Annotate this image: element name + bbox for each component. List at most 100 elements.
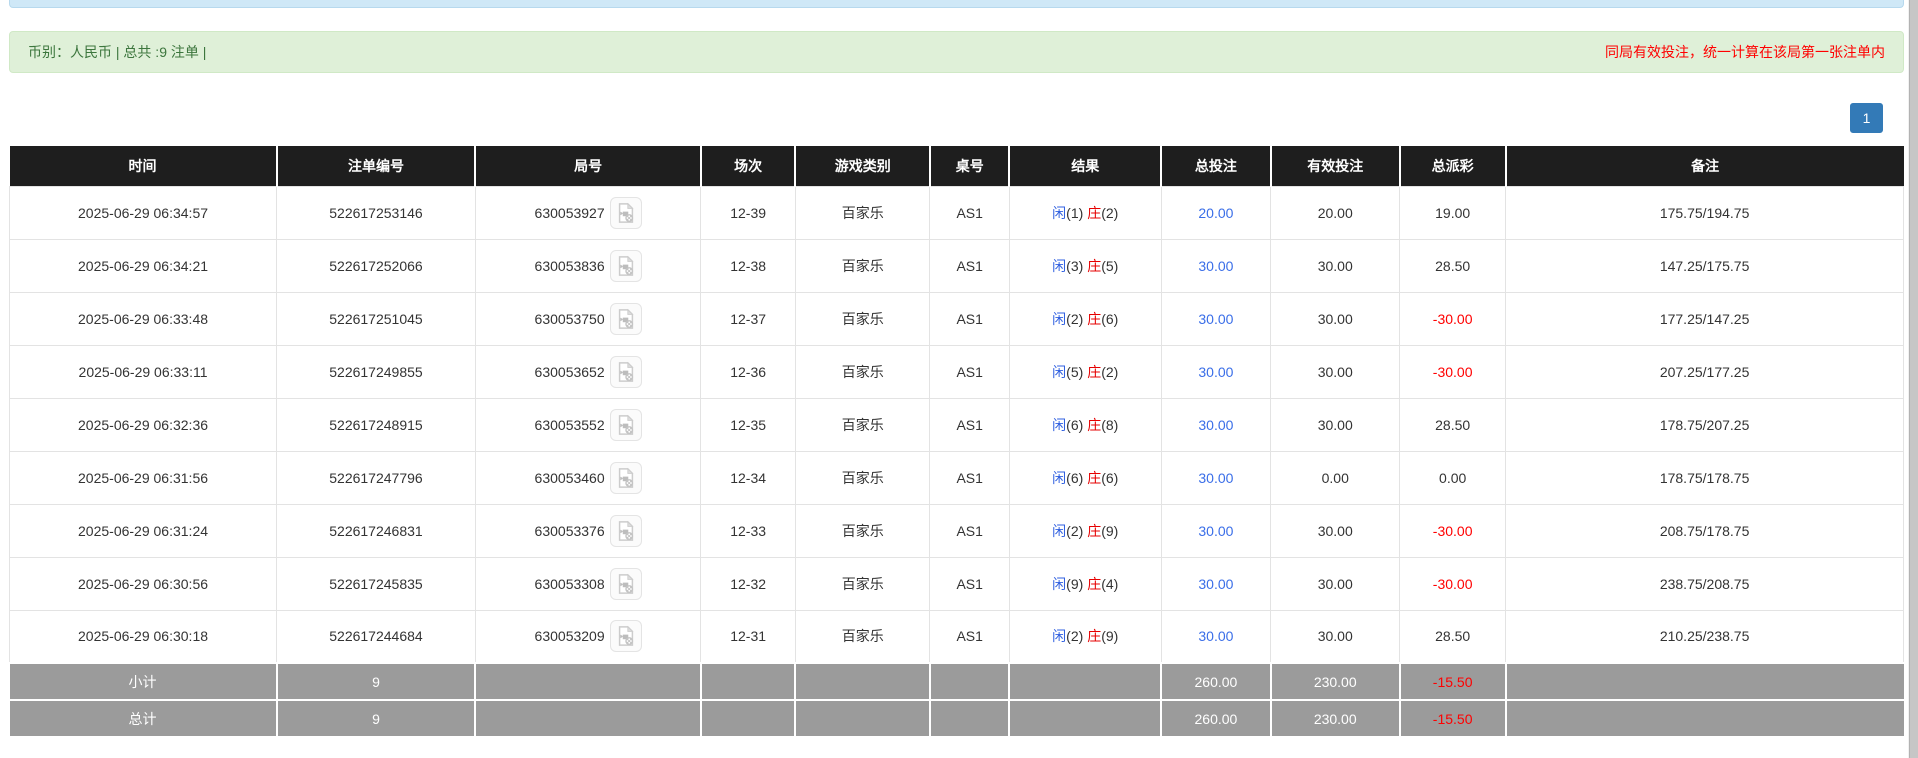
- cell-total-bet[interactable]: 30.00: [1160, 238, 1272, 293]
- cell-valid-bet: 30.00: [1270, 238, 1401, 293]
- cell-valid-bet: 30.00: [1270, 291, 1401, 346]
- cell-result: 闲(3) 庄(5): [1008, 238, 1162, 293]
- cell-total-bet[interactable]: 30.00: [1160, 344, 1272, 399]
- cell-session: 12-35: [700, 397, 796, 452]
- result-banker-label: 庄: [1087, 416, 1102, 433]
- cell-result: 闲(1) 庄(2): [1008, 185, 1162, 240]
- summary-label: 总计: [9, 699, 278, 738]
- video-replay-button[interactable]: [609, 302, 642, 335]
- result-banker-score: (9): [1101, 628, 1119, 645]
- cell-time: 2025-06-29 06:34:57: [8, 185, 278, 240]
- round-number-text: 630053209: [534, 628, 605, 645]
- result-player-score: (1): [1066, 204, 1084, 221]
- header-remark: 备注: [1504, 146, 1904, 186]
- video-replay-button[interactable]: [609, 249, 642, 282]
- round-number-text: 630053927: [534, 204, 605, 221]
- result-banker-score: (4): [1101, 575, 1119, 592]
- result-player-score: (2): [1066, 522, 1084, 539]
- cell-total-bet[interactable]: 30.00: [1160, 291, 1272, 346]
- round-number-text: 630053836: [534, 257, 605, 274]
- header-time: 时间: [9, 146, 277, 186]
- cell-total-bet[interactable]: 30.00: [1160, 503, 1272, 558]
- result-banker-label: 庄: [1087, 628, 1102, 645]
- result-banker-score: (2): [1101, 204, 1119, 221]
- table-body: 2025-06-29 06:34:57 522617253146 6300539…: [8, 185, 1904, 664]
- video-replay-button[interactable]: [609, 514, 642, 547]
- cell-bet-number: 522617246831: [276, 503, 476, 558]
- round-number-text: 630053750: [534, 310, 605, 327]
- cell-session: 12-37: [700, 291, 796, 346]
- cell-bet-number: 522617253146: [276, 185, 476, 240]
- cell-remark: 177.25/147.25: [1505, 291, 1904, 346]
- cell-round-number: 630053376: [474, 503, 702, 558]
- cell-total-payout: -30.00: [1399, 503, 1507, 558]
- cell-table-number: AS1: [929, 291, 1010, 346]
- cell-time: 2025-06-29 06:33:11: [8, 344, 278, 399]
- cell-round-number: 630053460: [474, 450, 702, 505]
- cell-game-type: 百家乐: [794, 450, 931, 505]
- page-1-button[interactable]: 1: [1850, 103, 1883, 133]
- cell-remark: 208.75/178.75: [1505, 503, 1904, 558]
- table-row: 2025-06-29 06:33:48 522617251045 6300537…: [8, 291, 1904, 346]
- header-total-payout: 总派彩: [1398, 146, 1506, 186]
- cell-remark: 178.75/207.25: [1505, 397, 1904, 452]
- cell-total-bet[interactable]: 30.00: [1160, 397, 1272, 452]
- cell-remark: 210.25/238.75: [1505, 609, 1904, 664]
- result-player-label: 闲: [1052, 416, 1067, 433]
- cell-total-bet[interactable]: 30.00: [1160, 556, 1272, 611]
- result-player-label: 闲: [1052, 204, 1067, 221]
- result-player-score: (6): [1066, 416, 1084, 433]
- result-player-score: (9): [1066, 575, 1084, 592]
- result-player-score: (6): [1066, 469, 1084, 486]
- cell-total-bet[interactable]: 30.00: [1160, 450, 1272, 505]
- cell-round-number: 630053750: [474, 291, 702, 346]
- result-player-label: 闲: [1052, 257, 1067, 274]
- cell-total-payout: -30.00: [1399, 291, 1507, 346]
- video-replay-button[interactable]: [609, 196, 642, 229]
- result-player-label: 闲: [1052, 628, 1067, 645]
- table-row: 2025-06-29 06:34:57 522617253146 6300539…: [8, 185, 1904, 240]
- video-replay-button[interactable]: [609, 567, 642, 600]
- cell-bet-number: 522617248915: [276, 397, 476, 452]
- cell-total-bet[interactable]: 30.00: [1160, 609, 1272, 664]
- cell-remark: 147.25/175.75: [1505, 238, 1904, 293]
- cell-valid-bet: 30.00: [1270, 397, 1401, 452]
- header-game-type: 游戏类别: [794, 146, 930, 186]
- vertical-scrollbar-track[interactable]: [1908, 0, 1918, 758]
- cell-bet-number: 522617245835: [276, 556, 476, 611]
- cell-table-number: AS1: [929, 556, 1010, 611]
- cell-game-type: 百家乐: [794, 344, 931, 399]
- cell-time: 2025-06-29 06:32:36: [8, 397, 278, 452]
- cell-round-number: 630053927: [474, 185, 702, 240]
- cell-time: 2025-06-29 06:33:48: [8, 291, 278, 346]
- cell-game-type: 百家乐: [794, 556, 931, 611]
- pagination: 1: [9, 103, 1904, 133]
- cell-total-bet[interactable]: 20.00: [1160, 185, 1272, 240]
- cell-round-number: 630053652: [474, 344, 702, 399]
- result-player-label: 闲: [1052, 469, 1067, 486]
- table-header: 时间 注单编号 局号 场次 游戏类别 桌号 结果 总投注 有效投注 总派彩 备注: [9, 146, 1904, 186]
- cell-remark: 175.75/194.75: [1505, 185, 1904, 240]
- header-bet-number: 注单编号: [275, 146, 476, 186]
- result-player-label: 闲: [1052, 310, 1067, 327]
- video-replay-button[interactable]: [609, 408, 642, 441]
- cell-game-type: 百家乐: [794, 397, 931, 452]
- cell-session: 12-39: [700, 185, 796, 240]
- cell-table-number: AS1: [929, 503, 1010, 558]
- result-player-label: 闲: [1052, 363, 1067, 380]
- cell-result: 闲(2) 庄(6): [1008, 291, 1162, 346]
- video-replay-button[interactable]: [609, 461, 642, 494]
- cell-result: 闲(2) 庄(9): [1008, 609, 1162, 664]
- result-banker-label: 庄: [1087, 522, 1102, 539]
- video-replay-button[interactable]: [609, 355, 642, 388]
- cell-total-payout: -30.00: [1399, 556, 1507, 611]
- vertical-scrollbar-thumb[interactable]: [1909, 0, 1918, 758]
- cell-result: 闲(5) 庄(2): [1008, 344, 1162, 399]
- header-session: 场次: [699, 146, 796, 186]
- cell-round-number: 630053552: [474, 397, 702, 452]
- video-replay-button[interactable]: [609, 620, 642, 653]
- result-banker-label: 庄: [1087, 257, 1102, 274]
- video-file-icon: [618, 255, 634, 276]
- cell-round-number: 630053308: [474, 556, 702, 611]
- result-banker-score: (2): [1101, 363, 1119, 380]
